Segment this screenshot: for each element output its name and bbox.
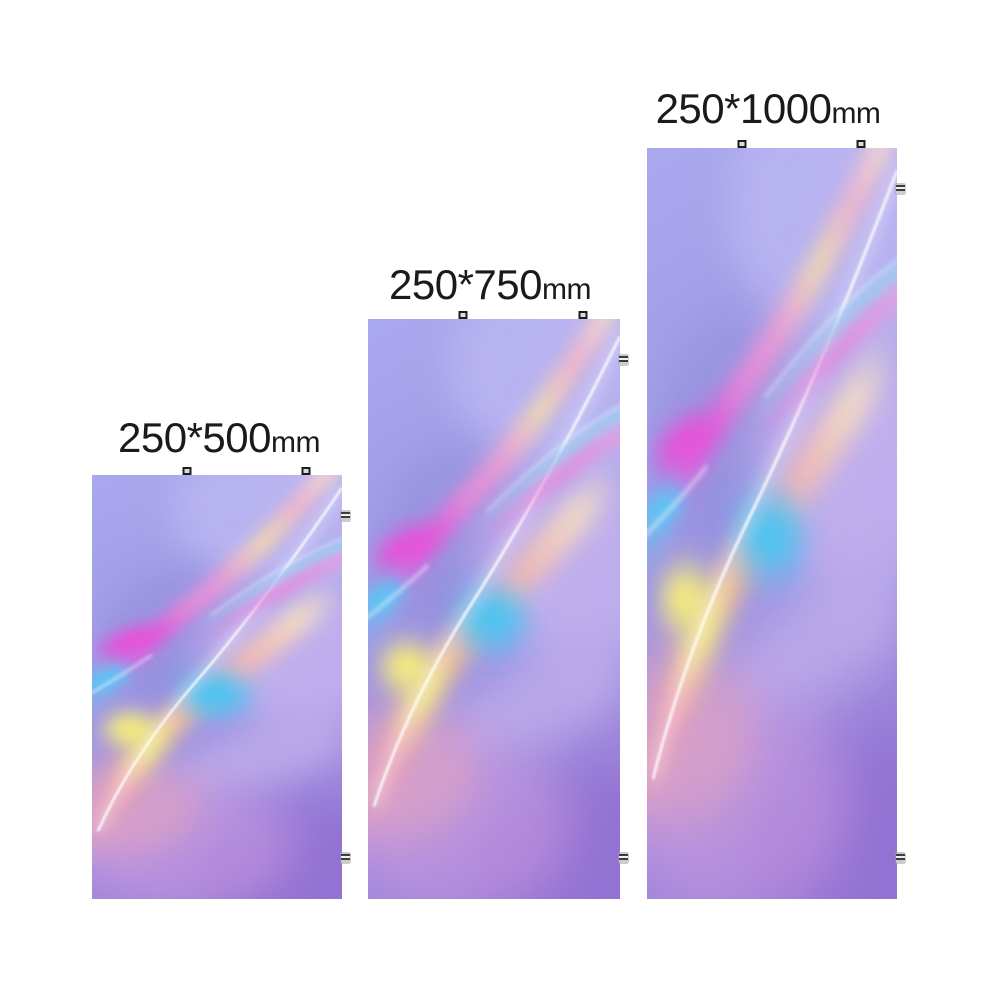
banner-panel-250x1000	[647, 140, 905, 899]
size-value: 250*500	[118, 414, 272, 461]
mounting-clip-top-left	[182, 467, 191, 475]
mounting-clip-side-lower	[341, 853, 350, 863]
mounting-clip-side-upper	[341, 511, 350, 521]
mounting-clip-top-right	[856, 140, 865, 148]
size-label-250x500: 250*500mm	[118, 417, 320, 459]
holographic-artwork	[368, 319, 620, 899]
mounting-clip-side-upper	[619, 355, 628, 365]
banner-panel-250x750	[368, 311, 628, 899]
mounting-clip-top-left	[737, 140, 746, 148]
size-unit: mm	[831, 97, 881, 130]
size-unit: mm	[542, 273, 591, 306]
holographic-artwork	[647, 148, 897, 899]
size-label-250x1000: 250*1000mm	[656, 88, 881, 130]
size-value: 250*1000	[655, 85, 832, 132]
banner-panel-250x500	[92, 467, 350, 899]
mounting-clip-side-lower	[896, 853, 905, 863]
mounting-clip-side-lower	[619, 853, 628, 863]
mounting-clip-top-right	[578, 311, 588, 319]
mounting-clip-side-upper	[896, 184, 905, 194]
size-value: 250*750	[389, 261, 543, 308]
size-unit: mm	[271, 426, 320, 459]
mounting-clip-top-left	[458, 311, 468, 319]
mounting-clip-top-right	[301, 467, 310, 475]
holographic-artwork	[92, 475, 342, 899]
size-label-250x750: 250*750mm	[389, 264, 591, 306]
